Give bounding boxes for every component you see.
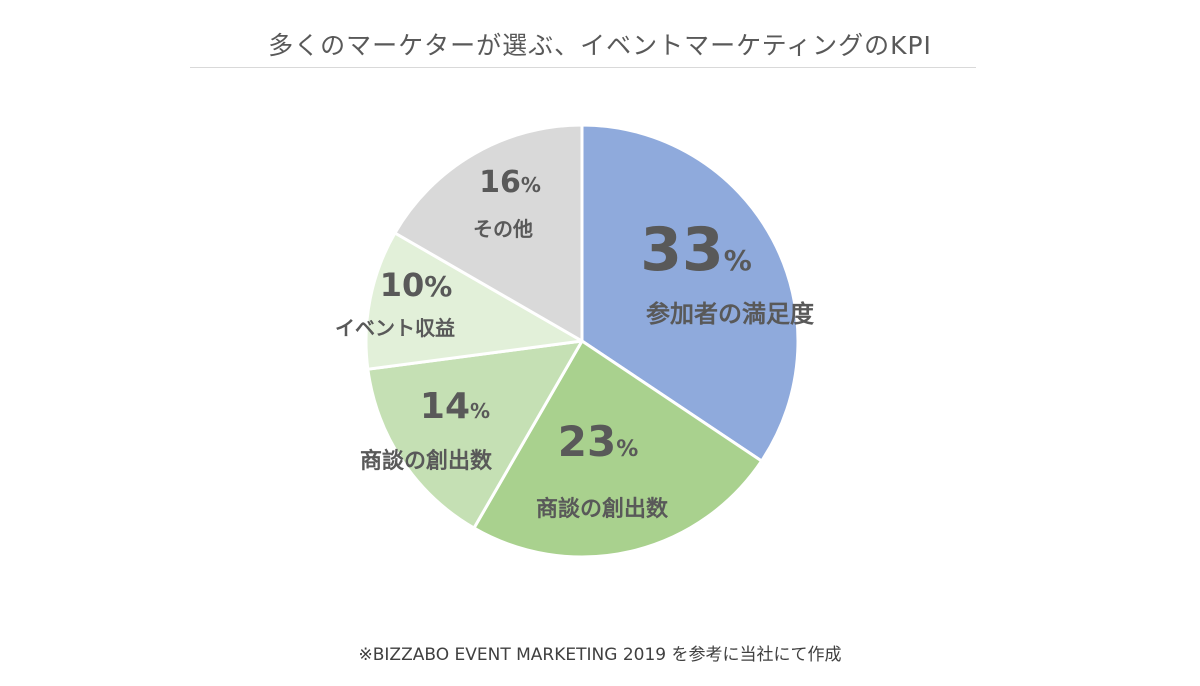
pie-slice bbox=[472, 339, 764, 559]
slice-value-label: 14% bbox=[420, 386, 490, 427]
slice-category-label: その他 bbox=[473, 217, 533, 241]
pie-slice bbox=[364, 231, 584, 371]
slice-value-label: 10% bbox=[380, 266, 453, 304]
slice-category-label: 商談の創出数 bbox=[536, 496, 669, 522]
slice-category-label: 商談の創出数 bbox=[360, 448, 493, 474]
pie-slice bbox=[393, 123, 584, 343]
footnote: ※BIZZABO EVENT MARKETING 2019 を参考に当社にて作成 bbox=[358, 645, 842, 665]
slice-value-label: 23% bbox=[558, 417, 639, 466]
slice-value-label: 33% bbox=[640, 215, 752, 285]
pie-slice bbox=[366, 339, 584, 530]
slice-category-label: イベント収益 bbox=[335, 316, 455, 340]
chart-title: 多くのマーケターが選ぶ、イベントマーケティングのKPI bbox=[268, 31, 932, 60]
slice-category-label: 参加者の満足度 bbox=[646, 300, 815, 328]
title-divider bbox=[190, 67, 976, 68]
slice-value-label: 16% bbox=[479, 165, 541, 200]
